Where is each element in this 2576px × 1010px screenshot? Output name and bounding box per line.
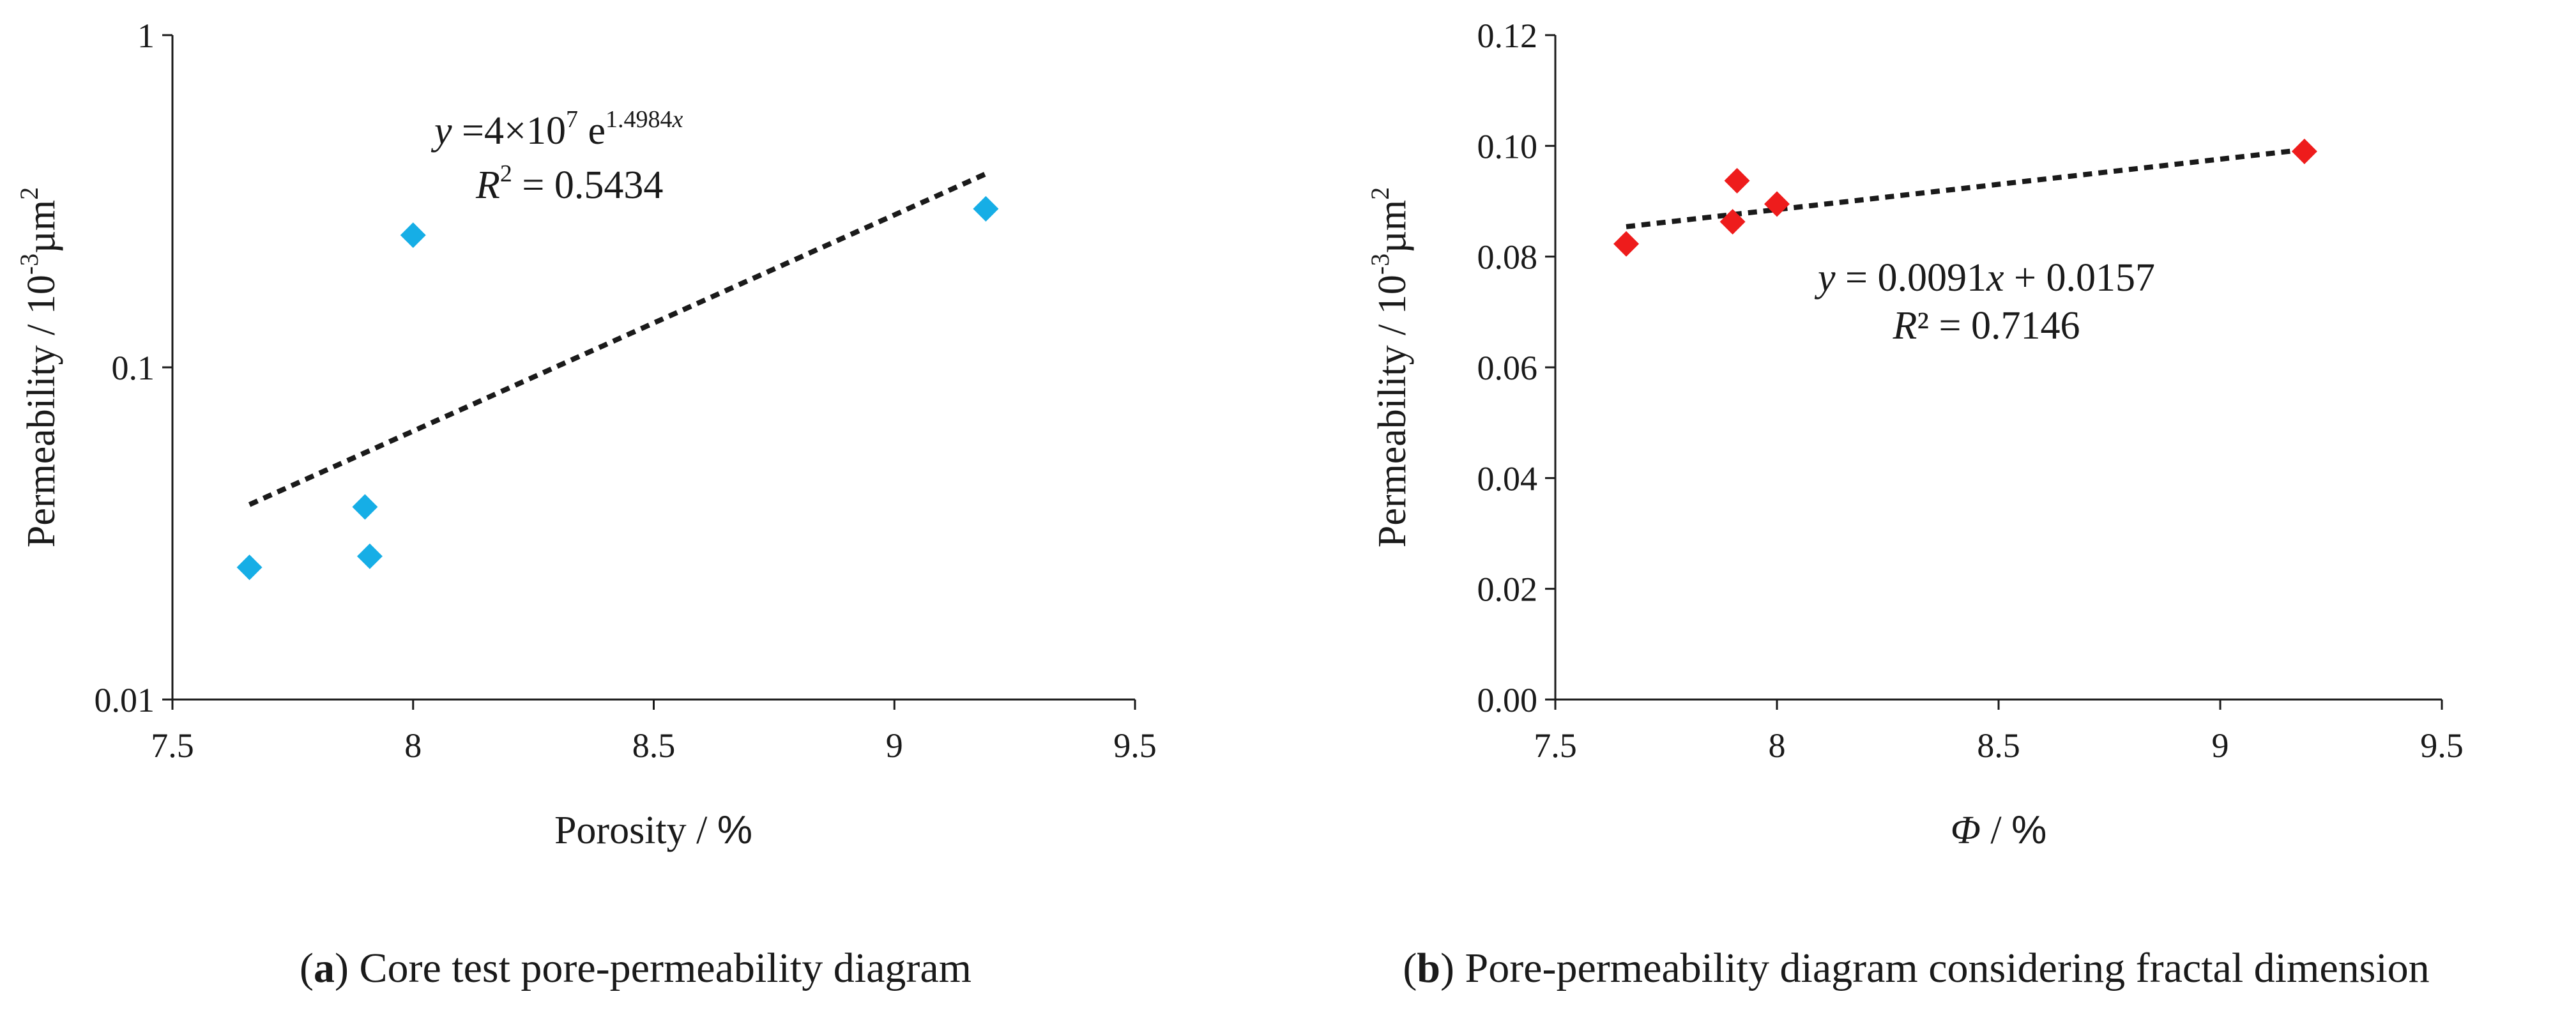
chart-b-r-squared: R² = 0.7146 [1893,304,2080,348]
caption-b-text: Pore-permeability diagram considering fr… [1454,945,2430,991]
chart-b-y-tick-label: 0.08 [1477,238,1538,277]
chart-b-x-tick-label: 9 [2212,726,2229,765]
eq-a-exp1: 7 [566,106,578,133]
chart-a-axes [171,35,1135,701]
chart-a-y-tick-label: 0.1 [112,349,155,387]
eq-a-start: =4×10 [452,109,566,153]
eq-b-x: x [1986,256,2004,300]
caption-b-close: ) [1440,945,1454,991]
yb-sup1: -3 [1366,254,1394,275]
ya-base: Permeability / 10 [20,275,63,547]
chart-a-trendline [248,171,987,507]
chart-a-equation: y =4×107 e1.4984x [431,106,683,153]
chart-a-y-ticks: 0.01 0.1 1 [95,17,172,719]
chart-b-y-tick-label: 0.02 [1477,570,1538,609]
chart-b-trendline-group [1626,147,2305,229]
chart-a-y-axis-title: Permeability / 10-3µm2 [15,187,63,547]
eq-a-mid: e [578,109,606,153]
caption-a-text: Core test pore-permeability diagram [349,945,972,991]
chart-b-equation: y = 0.0091x + 0.0157 [1814,256,2155,300]
chart-b-y-tick-label: 0.06 [1477,349,1538,387]
eq-b-end: + 0.0157 [2004,256,2155,300]
chart-b-data-point [1613,231,1640,257]
chart-b-data-point [1764,191,1790,217]
chart-b-y-tick-label: 0.12 [1477,17,1538,55]
chart-b-axes [1554,35,2442,701]
caption-a-label: a [314,945,335,991]
chart-a-x-tick-label: 8.5 [632,726,676,765]
caption-b: (b) Pore-permeability diagram considerin… [1403,945,2429,991]
chart-a-points [236,195,999,581]
chart-b-data-point [1719,209,1746,235]
caption-a: (a) Core test pore-permeability diagram [300,945,972,991]
ya-sup1: -3 [15,254,43,275]
xa-unit: % [717,808,752,852]
chart-b-x-tick-label: 8.5 [1977,726,2020,765]
caption-b-open: ( [1403,945,1417,991]
chart-a-y-tick-label: 1 [137,17,155,55]
chart-b-y-ticks: 0.00 0.02 0.04 0.06 0.08 0.10 0.12 [1477,17,1555,719]
r2-b-var: R [1893,304,1917,348]
chart-b-data-point [1724,167,1750,194]
yb-mid: µm [1371,200,1414,254]
chart-b-x-tick-label: 7.5 [1534,726,1577,765]
chart-b-x-tick-label: 8 [1769,726,1786,765]
ya-sup2: 2 [15,187,43,200]
xa-base: Porosity / [554,809,717,852]
chart-a-data-point [973,195,999,222]
chart-a-trendline-group [248,171,987,507]
chart-a-x-tick-label: 9.5 [1113,726,1157,765]
caption-a-close: ) [335,945,349,991]
chart-a-x-ticks: 7.5 8 8.5 9 9.5 [151,700,1157,765]
chart-a-r-squared: R2 = 0.5434 [475,160,663,207]
chart-b-y-tick-label: 0.00 [1477,681,1538,719]
yb-sup2: 2 [1366,187,1394,200]
chart-a-data-point [400,222,426,249]
xb-rest: / [1981,809,2011,852]
xb-var: Φ [1951,809,1981,852]
chart-b-y-axis-title: Permeability / 10-3µm2 [1366,187,1414,547]
chart-b-y-tick-label: 0.04 [1477,459,1538,498]
chart-a-data-point [236,555,263,581]
chart-b-x-axis-title: Φ / % [1951,808,2047,852]
chart-b-y-tick-label: 0.10 [1477,127,1538,165]
xb-unit: % [2011,808,2046,852]
chart-b-x-tick-label: 9.5 [2420,726,2464,765]
r2-a-sup: 2 [500,160,512,187]
ya-mid: µm [20,200,63,254]
caption-b-label: b [1417,945,1440,991]
chart-a-x-tick-label: 8 [404,726,422,765]
r2-a-rest: = 0.5434 [512,164,663,207]
chart-a-data-point [352,494,378,520]
chart-b-points [1613,139,2317,257]
eq-a-y: y [431,109,452,153]
chart-a-y-tick-label: 0.01 [95,681,155,719]
chart-a-data-point [356,543,383,569]
chart-a: 7.5 8 8.5 9 9.5 0.01 0.1 1 y =4×107 e1.4984x R… [15,17,1157,991]
eq-a-exp2-var: x [672,106,683,133]
r2-a-var: R [475,164,500,207]
chart-b-x-ticks: 7.5 8 8.5 9 9.5 [1534,700,2464,765]
r2-b-rest: ² = 0.7146 [1917,304,2080,348]
chart-a-x-tick-label: 9 [886,726,903,765]
eq-a-exp2: 1.4984 [606,106,673,133]
caption-a-open: ( [300,945,314,991]
chart-b-trendline [1626,147,2305,229]
chart-b: 7.5 8 8.5 9 9.5 0.00 0.02 0.04 0.06 0.08 0.10 0.12… [1366,17,2464,991]
eq-b-start: = 0.0091 [1836,256,1986,300]
yb-base: Permeability / 10 [1371,275,1414,547]
eq-b-y: y [1814,256,1836,300]
chart-a-x-tick-label: 7.5 [151,726,194,765]
chart-a-x-axis-title: Porosity / % [554,808,752,852]
chart-b-data-point [2291,139,2317,164]
